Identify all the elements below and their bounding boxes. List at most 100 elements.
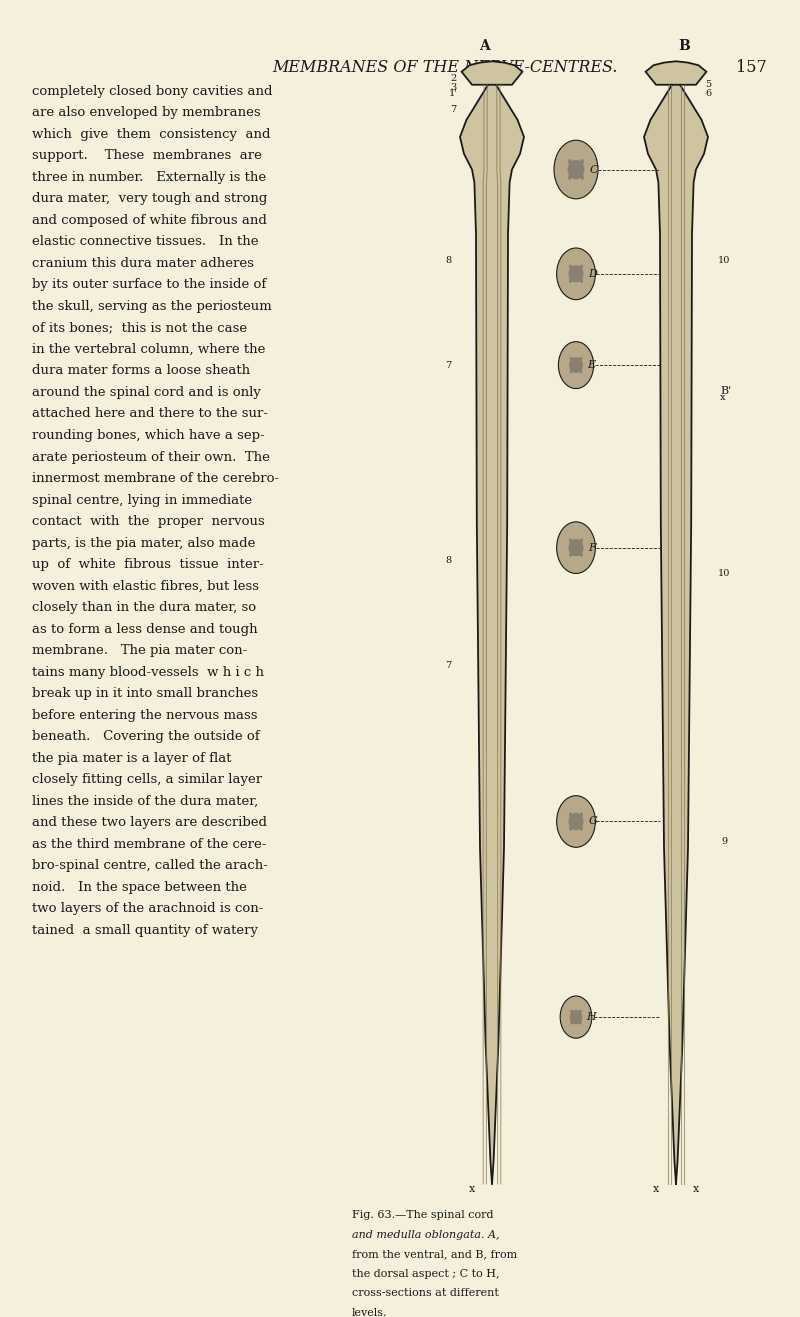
Ellipse shape (569, 813, 573, 819)
Text: and medulla oblongata. A,: and medulla oblongata. A, (352, 1230, 499, 1239)
Text: which  give  them  consistency  and: which give them consistency and (32, 128, 270, 141)
Text: E: E (587, 360, 595, 370)
Polygon shape (570, 1010, 582, 1023)
Ellipse shape (569, 277, 573, 283)
Text: dura mater forms a loose sheath: dura mater forms a loose sheath (32, 365, 250, 378)
Text: B: B (678, 40, 690, 54)
Text: arate periosteum of their own.  The: arate periosteum of their own. The (32, 450, 270, 464)
Ellipse shape (569, 824, 573, 831)
Polygon shape (462, 62, 522, 84)
Text: lines the inside of the dura mater,: lines the inside of the dura mater, (32, 794, 258, 807)
Text: are also enveloped by membranes: are also enveloped by membranes (32, 107, 261, 120)
Text: 6: 6 (705, 90, 711, 99)
Polygon shape (570, 540, 582, 556)
Ellipse shape (570, 357, 574, 362)
Text: by its outer surface to the inside of: by its outer surface to the inside of (32, 278, 266, 291)
Ellipse shape (568, 159, 573, 166)
Text: and composed of white fibrous and: and composed of white fibrous and (32, 213, 267, 227)
Text: and these two layers are described: and these two layers are described (32, 817, 267, 830)
Text: as the third membrane of the cere-: as the third membrane of the cere- (32, 838, 266, 851)
Text: before entering the nervous mass: before entering the nervous mass (32, 709, 258, 722)
Text: 5: 5 (705, 80, 711, 90)
Text: Fig. 63.—The spinal cord: Fig. 63.—The spinal cord (352, 1210, 494, 1220)
Text: the dorsal aspect ; C to H,: the dorsal aspect ; C to H, (352, 1268, 499, 1279)
Text: support.    These  membranes  are: support. These membranes are (32, 149, 262, 162)
Text: closely fitting cells, a similar layer: closely fitting cells, a similar layer (32, 773, 262, 786)
Text: G: G (588, 817, 597, 827)
Ellipse shape (569, 265, 573, 271)
Text: rounding bones, which have a sep-: rounding bones, which have a sep- (32, 429, 265, 443)
Ellipse shape (579, 813, 583, 819)
Ellipse shape (569, 539, 573, 545)
Text: the skull, serving as the periosteum: the skull, serving as the periosteum (32, 300, 272, 313)
Ellipse shape (578, 1010, 582, 1014)
Ellipse shape (579, 173, 584, 180)
Text: 157: 157 (736, 59, 766, 75)
Bar (336, 66, 784, 1239)
Text: x: x (653, 1184, 659, 1195)
Text: A: A (478, 40, 490, 54)
Text: tains many blood-vessels  w h i c h: tains many blood-vessels w h i c h (32, 665, 264, 678)
Text: tained  a small quantity of watery: tained a small quantity of watery (32, 923, 258, 936)
Text: innermost membrane of the cerebro-: innermost membrane of the cerebro- (32, 471, 279, 485)
Text: attached here and there to the sur-: attached here and there to the sur- (32, 407, 268, 420)
Text: of its bones;  this is not the case: of its bones; this is not the case (32, 321, 247, 335)
Text: H: H (586, 1011, 596, 1022)
Ellipse shape (558, 341, 594, 389)
Text: cross-sections at different: cross-sections at different (352, 1288, 499, 1299)
Polygon shape (570, 358, 582, 373)
Ellipse shape (578, 367, 582, 374)
Ellipse shape (579, 824, 583, 831)
Text: levels.: levels. (352, 1308, 387, 1317)
Text: F: F (588, 543, 596, 553)
Ellipse shape (579, 159, 584, 166)
Text: woven with elastic fibres, but less: woven with elastic fibres, but less (32, 579, 259, 593)
Text: in the vertebral column, where the: in the vertebral column, where the (32, 342, 266, 356)
Ellipse shape (579, 551, 583, 557)
Text: 9: 9 (721, 836, 727, 846)
Ellipse shape (554, 140, 598, 199)
Ellipse shape (570, 1019, 574, 1025)
Polygon shape (460, 84, 524, 1184)
Text: elastic connective tissues.   In the: elastic connective tissues. In the (32, 236, 258, 249)
Ellipse shape (578, 357, 582, 362)
Polygon shape (570, 814, 582, 830)
Text: 10: 10 (718, 257, 730, 265)
Text: the pia mater is a layer of flat: the pia mater is a layer of flat (32, 752, 231, 765)
Text: 8: 8 (445, 556, 451, 565)
Text: 10: 10 (718, 569, 730, 578)
Text: break up in it into small branches: break up in it into small branches (32, 687, 258, 701)
Text: from the ventral, and B, from: from the ventral, and B, from (352, 1250, 518, 1259)
Ellipse shape (579, 277, 583, 283)
Text: 7: 7 (450, 105, 457, 115)
Text: B': B' (720, 386, 731, 396)
Ellipse shape (579, 265, 583, 271)
Text: three in number.   Externally is the: three in number. Externally is the (32, 171, 266, 184)
Text: bro-spinal centre, called the arach-: bro-spinal centre, called the arach- (32, 859, 268, 872)
Text: C: C (590, 165, 598, 175)
Text: x: x (720, 394, 726, 402)
Text: around the spinal cord and is only: around the spinal cord and is only (32, 386, 261, 399)
Ellipse shape (570, 367, 574, 374)
Ellipse shape (557, 795, 595, 847)
Text: membrane.   The pia mater con-: membrane. The pia mater con- (32, 644, 247, 657)
Text: 3: 3 (450, 83, 457, 92)
Text: beneath.   Covering the outside of: beneath. Covering the outside of (32, 730, 260, 743)
Ellipse shape (578, 1019, 582, 1025)
Text: x: x (693, 1184, 699, 1195)
Ellipse shape (579, 539, 583, 545)
Polygon shape (570, 266, 582, 282)
Text: closely than in the dura mater, so: closely than in the dura mater, so (32, 601, 256, 614)
Text: cranium this dura mater adheres: cranium this dura mater adheres (32, 257, 254, 270)
Polygon shape (646, 62, 706, 84)
Text: 7: 7 (445, 661, 451, 669)
Text: dura mater,  very tough and strong: dura mater, very tough and strong (32, 192, 267, 205)
Ellipse shape (557, 522, 595, 573)
Text: noid.   In the space between the: noid. In the space between the (32, 881, 247, 894)
Text: MEMBRANES OF THE NERVE-CENTRES.: MEMBRANES OF THE NERVE-CENTRES. (272, 59, 618, 75)
Text: D: D (588, 269, 597, 279)
Polygon shape (644, 84, 708, 1184)
Text: 2: 2 (450, 74, 457, 83)
Text: up  of  white  fibrous  tissue  inter-: up of white fibrous tissue inter- (32, 558, 264, 572)
Ellipse shape (568, 173, 573, 180)
